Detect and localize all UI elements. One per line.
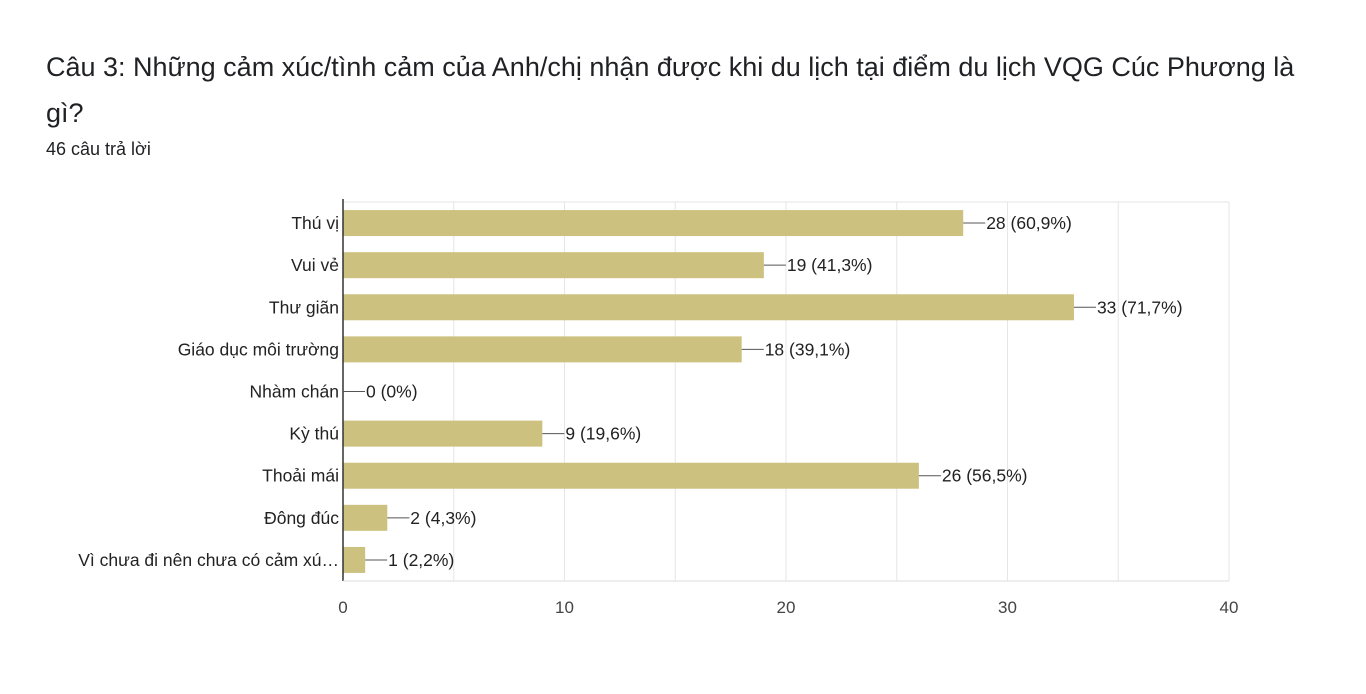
bar [343, 504, 388, 531]
data-label: 2 (4,3%) [410, 508, 476, 528]
x-tick-label: 10 [555, 598, 574, 617]
bar [343, 252, 764, 279]
data-label: 0 (0%) [366, 382, 418, 402]
category-label: Thú vị [291, 213, 339, 233]
category-label: Giáo dục môi trường [178, 339, 339, 359]
category-label: Thoải mái [262, 466, 339, 486]
data-label: 9 (19,6%) [565, 424, 641, 444]
chart-labels: 0 10 20 30 40 Thú vị 28 (60,9%) Vui vẻ 19 (41,3%… [78, 213, 1238, 617]
response-count: 46 câu trả lời [46, 139, 151, 159]
bar [343, 336, 742, 363]
category-label: Nhàm chán [250, 382, 340, 402]
bar [343, 462, 919, 489]
category-label: Thư giãn [269, 297, 339, 317]
chart-bars [343, 210, 1074, 573]
bar [343, 546, 366, 573]
category-label: Đông đúc [264, 508, 339, 528]
bar [343, 294, 1074, 321]
data-label: 1 (2,2%) [388, 550, 454, 570]
data-label: 28 (60,9%) [986, 213, 1072, 233]
bar [343, 210, 964, 237]
category-label: Vui vẻ [291, 255, 339, 275]
x-tick-label: 0 [338, 598, 347, 617]
category-label: Kỳ thú [289, 424, 339, 444]
data-label: 26 (56,5%) [942, 466, 1028, 486]
data-label: 33 (71,7%) [1097, 297, 1183, 317]
bar [343, 420, 543, 447]
x-tick-label: 20 [777, 598, 796, 617]
chart-axes [342, 199, 1229, 582]
x-tick-label: 30 [998, 598, 1017, 617]
question-title: Câu 3: Những cảm xúc/tình cảm của Anh/ch… [46, 52, 1295, 128]
x-tick-label: 40 [1220, 598, 1239, 617]
data-label: 19 (41,3%) [787, 255, 873, 275]
data-label: 18 (39,1%) [765, 339, 851, 359]
category-label: Vì chưa đi nên chưa có cảm xú… [78, 550, 339, 570]
